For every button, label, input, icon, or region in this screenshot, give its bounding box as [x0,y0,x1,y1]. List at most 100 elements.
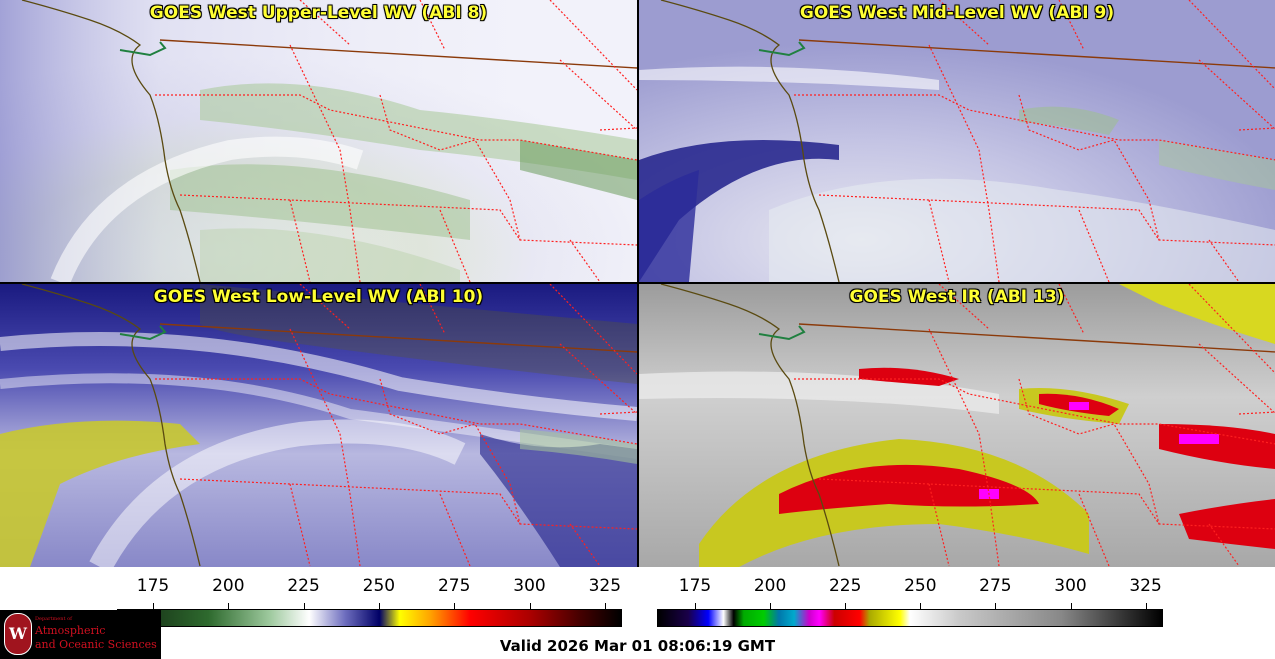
colorbar-tick-label: 300 [1054,576,1087,596]
country-border [798,39,1275,69]
colorbar-tick-label: 225 [287,576,320,596]
state-border [549,0,637,91]
colorbar-tick-label: 275 [437,576,471,596]
state-border [179,478,637,530]
colorbar-tick-label: 175 [136,576,170,596]
state-border [559,59,637,131]
puget-sound [758,41,806,57]
state-border [299,284,351,330]
state-border [1018,94,1160,241]
state-border [419,0,446,51]
colorbar-tick-label: 325 [588,576,622,596]
puget-sound [758,325,806,341]
panel-low-level-wv: GOES West Low-Level WV (ABI 10) [0,284,637,567]
panel-upper-level-wv: GOES West Upper-Level WV (ABI 8) [0,0,637,282]
state-border [1198,59,1275,130]
colorbar-tick-mark [604,603,606,609]
panel-title: GOES West Mid-Level WV (ABI 9) [799,3,1115,23]
colorbar-tick-mark [1145,603,1147,609]
colorbar-tick-label: 300 [513,576,546,596]
colorbar-tick-label: 175 [678,576,712,596]
mid-level-wv-image [639,0,1275,282]
coastline [660,0,840,282]
panel-title: GOES West Low-Level WV (ABI 10) [153,287,484,307]
colorbar-tick-mark [1070,603,1072,609]
logo-line-1: Department of [35,616,72,622]
ir-image [639,284,1275,567]
coastline [21,284,201,567]
state-border [1058,284,1085,335]
logo-line-3: and Oceanic Sciences [35,638,157,651]
country-border [159,39,637,69]
state-border [439,209,471,282]
state-border [818,194,1275,246]
colorbar-tick-label: 250 [904,576,937,596]
state-border [569,239,601,282]
infrared-colorbar [657,609,1163,627]
state-border [928,328,1000,567]
uw-seal-icon: W [4,613,32,655]
valid-time: Valid 2026 Mar 01 08:06:19 GMT [499,637,776,655]
state-border [569,523,601,567]
colorbar-tick-label: 275 [979,576,1012,596]
state-border [1078,209,1110,282]
panel-title: GOES West IR (ABI 13) [849,287,1065,307]
coastline [21,0,201,282]
state-border [379,378,521,525]
colorbar-tick-mark [995,603,997,609]
colorbar-tick-mark [454,603,456,609]
low-level-wv-image [0,284,637,567]
state-border [928,44,1000,282]
state-border [938,0,990,46]
colorbar-tick-label: 200 [753,576,787,596]
puget-sound [119,325,167,341]
colorbar-tick-mark [770,603,772,609]
state-border [818,478,1275,530]
state-border [794,94,1275,161]
water-vapor-colorbar [117,609,622,627]
state-border [794,378,1275,445]
state-border [549,284,637,375]
panel-title: GOES West Upper-Level WV (ABI 8) [149,3,488,23]
colorbar-tick-mark [529,603,531,609]
colorbar-tick-mark [920,603,922,609]
state-border [1058,0,1085,51]
colorbar-tick-mark [303,603,305,609]
state-border [1198,343,1275,414]
colorbar-tick-mark [845,603,847,609]
state-border [1078,493,1110,567]
coastline [660,284,840,567]
state-border [299,0,351,46]
state-border [1208,523,1240,567]
state-border [155,378,637,445]
state-border [1018,378,1160,525]
state-border [938,284,990,330]
state-border [439,493,471,567]
state-border [559,343,637,415]
upper-level-wv-image [0,0,637,282]
aos-logo: W Department of Atmospheric and Oceanic … [0,610,161,659]
colorbar-tick-label: 325 [1129,576,1162,596]
colorbar-tick-mark [695,603,696,609]
colorbar-tick-label: 200 [212,576,245,596]
state-border [1188,0,1275,90]
panel-mid-level-wv: GOES West Mid-Level WV (ABI 9) [639,0,1275,282]
state-border [1208,239,1240,282]
state-border [419,284,446,335]
colorbar-tick-mark [153,603,154,609]
state-border [1188,284,1275,374]
state-border [155,94,637,161]
country-border [798,323,1275,353]
country-border [159,323,637,353]
colorbar-tick-mark [228,603,230,609]
colorbar-tick-mark [378,603,380,609]
state-border [379,94,521,241]
panel-divider-horizontal [0,282,1275,284]
state-border [289,44,361,282]
state-border [289,328,361,567]
state-border [179,194,637,246]
colorbar-tick-label: 250 [362,576,396,596]
puget-sound [119,41,167,57]
logo-line-2: Atmospheric [35,624,106,637]
panel-ir: GOES West IR (ABI 13) [639,284,1275,567]
